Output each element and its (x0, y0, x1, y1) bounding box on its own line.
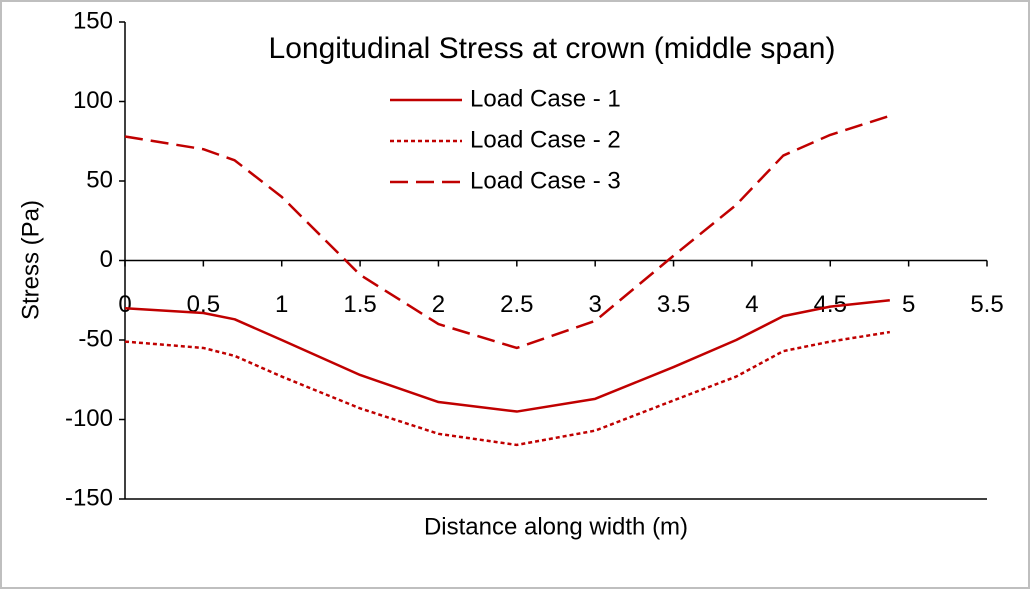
x-tick-label: 3.5 (657, 291, 690, 318)
y-tick-label: 0 (100, 246, 113, 273)
x-tick-label: 3 (589, 291, 602, 318)
y-tick-label: -150 (65, 484, 113, 511)
x-axis-label: Distance along width (m) (424, 513, 688, 540)
series-line (124, 330, 891, 447)
y-tick-label: 50 (86, 166, 113, 193)
x-tick-label: 2.5 (500, 291, 533, 318)
x-tick-label: 4 (745, 291, 758, 318)
legend-label: Load Case - 2 (470, 126, 621, 153)
y-axis-label: Stress (Pa) (17, 200, 44, 320)
y-tick-label: -50 (78, 325, 113, 352)
legend-label: Load Case - 3 (470, 167, 621, 194)
x-tick-label: 2 (432, 291, 445, 318)
x-tick-label: 5.5 (970, 291, 1003, 318)
y-tick-label: 150 (73, 7, 113, 34)
x-tick-label: 5 (902, 291, 915, 318)
y-tick-label: -100 (65, 405, 113, 432)
series-line (124, 299, 890, 413)
series-line (124, 114, 891, 350)
x-tick-label: 1.5 (343, 291, 376, 318)
y-tick-label: 100 (73, 87, 113, 114)
chart-title: Longitudinal Stress at crown (middle spa… (269, 32, 836, 65)
x-tick-label: 0 (118, 291, 131, 318)
x-tick-label: 1 (275, 291, 288, 318)
legend-label: Load Case - 1 (470, 85, 621, 112)
